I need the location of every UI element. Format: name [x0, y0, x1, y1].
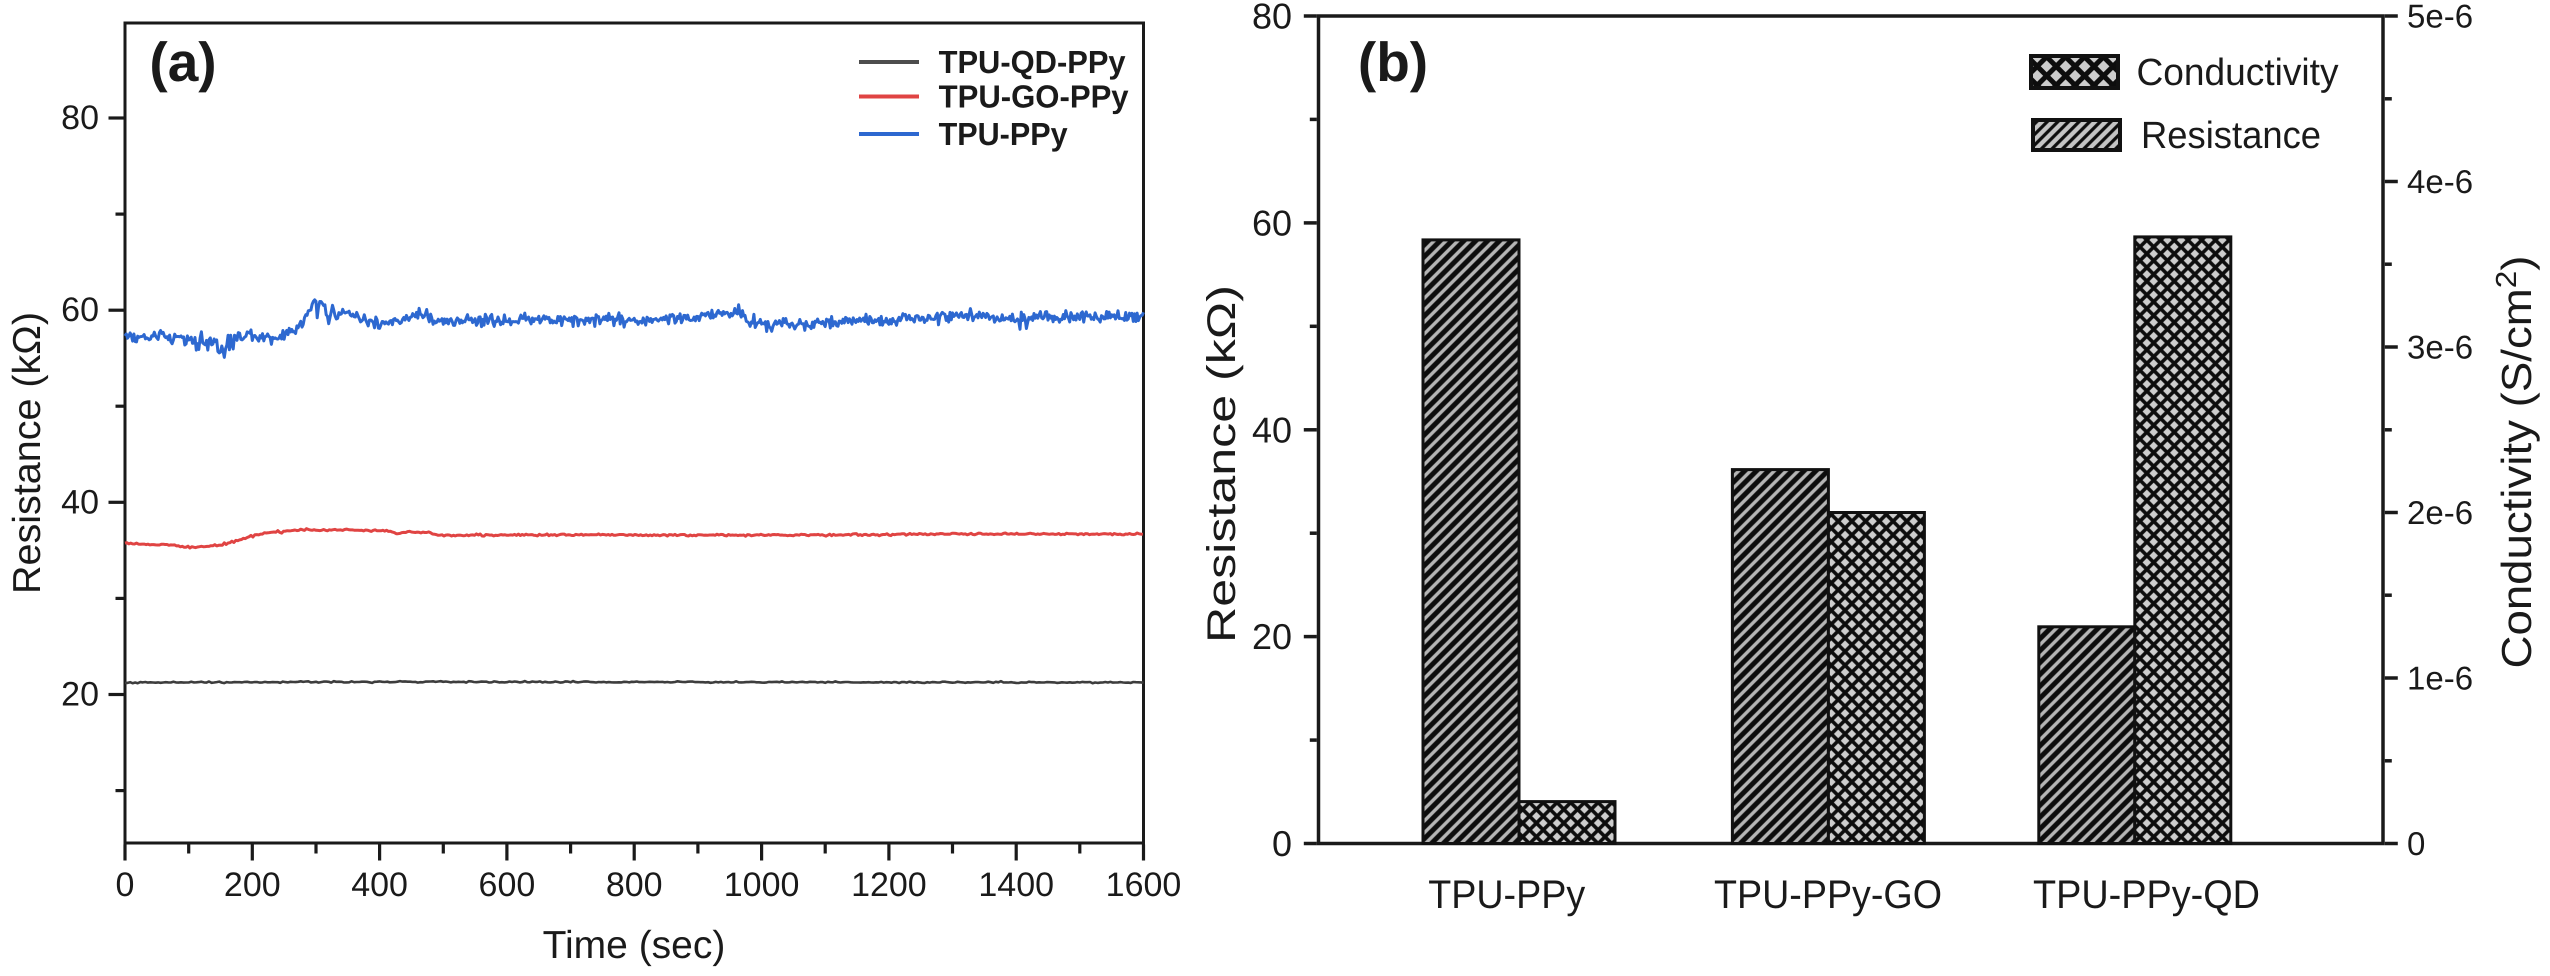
svg-text:1200: 1200	[851, 866, 927, 904]
svg-text:200: 200	[224, 866, 281, 904]
svg-text:600: 600	[479, 866, 536, 904]
svg-text:TPU-GO-PPy: TPU-GO-PPy	[939, 79, 1129, 115]
svg-text:1000: 1000	[724, 866, 800, 904]
svg-text:800: 800	[606, 866, 663, 904]
svg-text:Conductivity: Conductivity	[2137, 52, 2339, 94]
svg-text:0: 0	[2407, 825, 2425, 862]
svg-text:TPU-QD-PPy: TPU-QD-PPy	[939, 44, 1126, 80]
svg-text:1e-6: 1e-6	[2407, 660, 2473, 697]
svg-text:TPU-PPy-QD: TPU-PPy-QD	[2033, 873, 2260, 917]
svg-text:1400: 1400	[978, 866, 1054, 904]
svg-text:3e-6: 3e-6	[2407, 329, 2473, 366]
svg-text:4e-6: 4e-6	[2407, 163, 2473, 200]
svg-text:(b): (b)	[1358, 31, 1428, 93]
svg-text:Conductivity (S/cm2): Conductivity (S/cm2)	[2491, 256, 2540, 669]
svg-text:0: 0	[1272, 823, 1292, 864]
svg-text:5e-6: 5e-6	[2407, 0, 2473, 35]
svg-text:20: 20	[61, 676, 99, 714]
svg-text:TPU-PPy: TPU-PPy	[939, 116, 1068, 152]
svg-text:400: 400	[351, 866, 408, 904]
svg-text:(a): (a)	[149, 31, 216, 93]
svg-text:Resistance (kΩ): Resistance (kΩ)	[1200, 285, 1244, 643]
svg-text:80: 80	[61, 99, 99, 137]
svg-text:Resistance: Resistance	[2141, 115, 2321, 157]
svg-text:Resistance (kΩ): Resistance (kΩ)	[6, 312, 49, 594]
svg-text:1600: 1600	[1106, 866, 1182, 904]
svg-text:40: 40	[61, 483, 99, 521]
svg-text:TPU-PPy: TPU-PPy	[1428, 873, 1585, 917]
svg-text:80: 80	[1252, 0, 1292, 37]
svg-text:TPU-PPy-GO: TPU-PPy-GO	[1714, 873, 1942, 917]
svg-text:60: 60	[61, 291, 99, 329]
svg-text:Time (sec): Time (sec)	[543, 924, 726, 967]
svg-text:60: 60	[1252, 202, 1292, 243]
svg-text:20: 20	[1252, 616, 1292, 657]
svg-text:0: 0	[116, 866, 135, 904]
svg-text:40: 40	[1252, 409, 1292, 450]
svg-text:2e-6: 2e-6	[2407, 494, 2473, 531]
